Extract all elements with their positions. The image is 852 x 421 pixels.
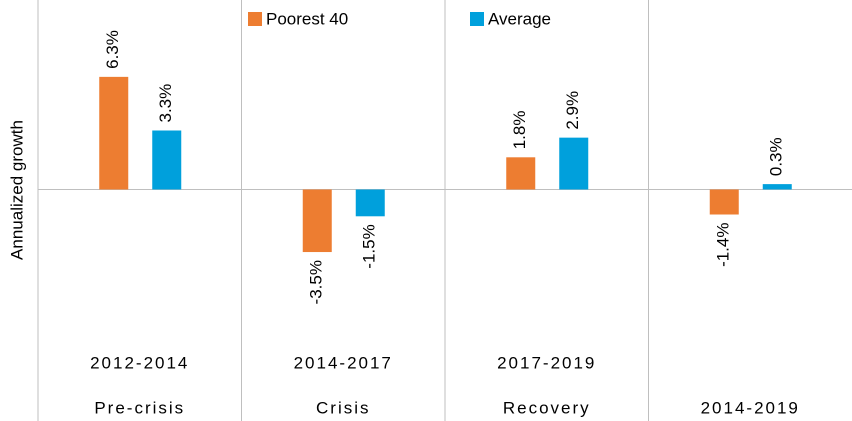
bar xyxy=(506,157,536,190)
data-label: 2.9% xyxy=(563,91,582,130)
x-tick-label: 2017-2019 xyxy=(497,353,596,372)
x-tick-label: Recovery xyxy=(503,398,591,417)
bar xyxy=(302,189,332,253)
data-label: -1.4% xyxy=(714,223,733,267)
bar xyxy=(709,189,739,215)
legend-label: Poorest 40 xyxy=(266,9,348,28)
bar xyxy=(559,137,589,190)
data-label: -1.5% xyxy=(360,224,379,268)
bar xyxy=(152,130,182,190)
data-label: 0.3% xyxy=(767,137,786,176)
x-tick-label: Crisis xyxy=(316,398,371,417)
x-tick-label: 2012-2014 xyxy=(90,353,189,372)
bar xyxy=(762,184,792,190)
data-label: 6.3% xyxy=(103,30,122,69)
bar xyxy=(99,76,129,190)
data-label: -3.5% xyxy=(307,260,326,304)
legend-swatch xyxy=(248,12,262,26)
data-label: 3.3% xyxy=(156,84,175,123)
bar xyxy=(355,189,385,217)
x-tick-label: Pre-crisis xyxy=(94,398,185,417)
data-label: 1.8% xyxy=(510,111,529,150)
x-tick-label: 2014-2019 xyxy=(701,398,800,417)
x-tick-label: 2014-2017 xyxy=(294,353,393,372)
legend-label: Average xyxy=(488,9,551,28)
y-axis-label: Annualized growth xyxy=(7,120,26,260)
legend-swatch xyxy=(470,12,484,26)
